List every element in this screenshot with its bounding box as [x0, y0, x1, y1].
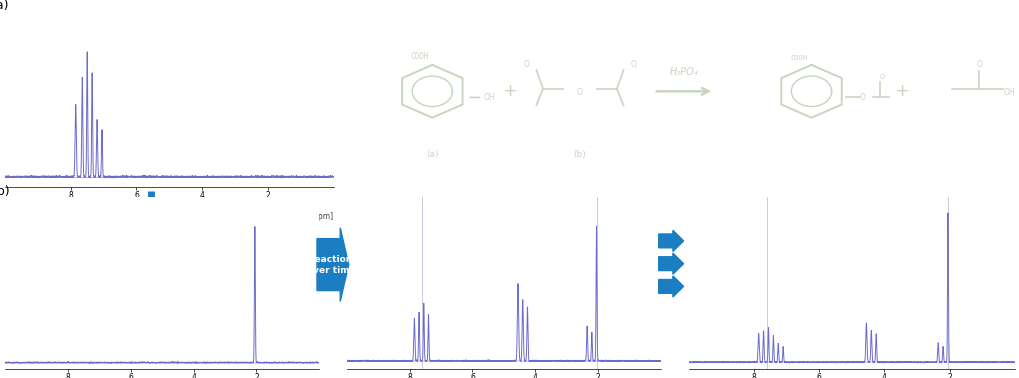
Text: +: +: [894, 82, 909, 100]
Text: O: O: [878, 74, 883, 80]
Text: O: O: [523, 60, 529, 69]
Text: O: O: [859, 93, 865, 102]
Text: (a): (a): [426, 150, 438, 159]
FancyArrow shape: [317, 228, 348, 302]
Text: [ppm]: [ppm]: [310, 212, 333, 221]
Text: O: O: [630, 60, 636, 69]
Text: COOH: COOH: [790, 55, 807, 61]
Text: (a): (a): [0, 0, 9, 12]
Text: OH: OH: [483, 93, 494, 102]
Text: OH: OH: [1003, 88, 1014, 97]
Text: O: O: [577, 88, 582, 97]
Text: reaction
over time: reaction over time: [307, 254, 355, 275]
FancyArrow shape: [658, 253, 683, 274]
Text: H₃PO₄: H₃PO₄: [669, 67, 698, 77]
FancyArrow shape: [658, 276, 683, 297]
Text: O: O: [975, 60, 981, 69]
Text: (b): (b): [0, 184, 10, 198]
FancyArrow shape: [658, 230, 683, 251]
Text: COOH: COOH: [411, 52, 429, 61]
Text: (b): (b): [573, 150, 586, 159]
Text: +: +: [501, 82, 517, 100]
